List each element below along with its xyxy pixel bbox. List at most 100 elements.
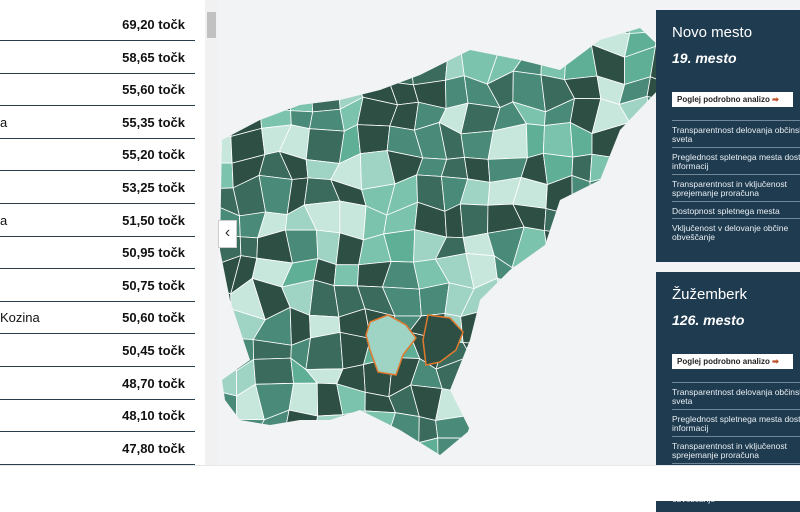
municipality[interactable] [445,46,465,81]
municipality[interactable] [543,230,569,268]
ranking-row[interactable]: 53,25 točk [0,171,195,204]
municipality[interactable] [363,441,399,465]
criterion-link[interactable]: Transparentnost in vključenost sprejeman… [672,436,800,460]
municipality[interactable] [541,410,573,451]
municipality[interactable] [388,50,414,86]
scroll-thumb[interactable] [207,12,216,38]
municipality[interactable] [511,410,546,450]
municipality[interactable] [282,409,319,445]
municipality[interactable] [252,438,284,465]
municipality[interactable] [218,49,240,76]
municipality[interactable] [622,155,653,177]
municipality[interactable] [619,253,656,284]
municipality[interactable] [493,435,523,465]
municipality[interactable] [218,31,238,57]
municipality[interactable] [593,0,631,34]
municipality[interactable] [364,410,396,444]
municipality[interactable] [589,445,621,465]
municipality[interactable] [218,438,242,465]
municipality[interactable] [492,0,520,32]
municipality[interactable] [495,411,523,438]
criterion-link[interactable]: Preglednost spletnega mesta dostop do in… [672,409,800,433]
municipality[interactable] [331,19,364,61]
municipality[interactable] [279,441,314,465]
municipality[interactable] [620,329,659,360]
municipality[interactable] [617,280,654,313]
analysis-button[interactable]: Poglej podrobno analizo ➡ [672,92,793,107]
municipality[interactable] [333,264,360,287]
ranking-row[interactable]: 48,70 točk [0,367,195,400]
municipality[interactable] [619,420,651,451]
municipality[interactable] [617,449,654,464]
municipality[interactable] [513,282,547,312]
municipality[interactable] [218,0,231,34]
municipality[interactable] [465,414,500,439]
municipality[interactable] [589,153,630,183]
municipality[interactable] [513,360,546,398]
municipality[interactable] [572,361,603,398]
ranking-row[interactable]: 50,75 točk [0,269,195,302]
municipality[interactable] [472,392,500,416]
municipality[interactable] [543,289,574,309]
municipality[interactable] [332,0,366,22]
municipality[interactable] [488,360,515,395]
municipality[interactable] [544,341,580,371]
municipality[interactable] [236,55,257,73]
municipality[interactable] [414,437,439,465]
municipality[interactable] [287,70,314,113]
back-button[interactable]: ‹ [218,220,237,248]
municipality[interactable] [278,0,317,29]
municipality[interactable] [459,26,498,56]
municipality[interactable] [312,414,344,443]
municipality[interactable] [492,25,524,59]
municipality[interactable] [460,130,494,160]
municipality[interactable] [525,123,545,159]
municipality[interactable] [541,363,575,398]
municipality[interactable] [470,355,500,395]
municipality[interactable] [571,174,592,216]
municipality[interactable] [572,341,603,365]
criterion-link[interactable]: Dostopnost spletnega mesta [672,201,800,216]
municipality[interactable] [385,442,420,465]
municipality[interactable] [569,306,597,345]
municipality[interactable] [595,340,629,363]
municipality[interactable] [307,434,335,465]
municipality[interactable] [616,173,653,206]
municipality[interactable] [459,203,489,239]
municipality[interactable] [570,414,599,447]
municipality[interactable] [382,25,420,58]
municipality[interactable] [239,236,259,259]
municipality[interactable] [332,434,369,465]
municipality[interactable] [616,201,650,236]
ranking-row[interactable]: 55,60 točk [0,73,195,107]
municipality[interactable] [218,162,234,190]
municipality[interactable] [312,22,333,61]
ranking-row[interactable]: a 55,35 točk [0,106,195,139]
municipality[interactable] [418,0,450,29]
municipality[interactable] [218,412,242,447]
municipality[interactable] [218,303,232,340]
municipality[interactable] [418,282,450,317]
ranking-row[interactable]: a 51,50 točk [0,204,195,237]
municipality[interactable] [566,20,595,46]
municipality[interactable] [593,306,629,345]
municipality[interactable] [277,49,314,73]
municipality[interactable] [382,0,420,29]
municipality[interactable] [254,69,292,112]
scrollbar[interactable] [205,0,218,465]
municipality[interactable] [443,0,467,26]
municipality[interactable] [542,0,576,22]
municipality[interactable] [511,436,543,465]
criterion-link[interactable]: Preglednost spletnega mesta dostop do in… [672,147,800,171]
municipality[interactable] [312,0,335,30]
municipality[interactable] [363,0,390,25]
criterion-link[interactable]: Transparentnost in vključenost sprejeman… [672,174,800,198]
municipality[interactable] [618,357,645,395]
municipality[interactable] [305,128,345,164]
municipality[interactable] [545,255,574,291]
highlight-region[interactable] [422,314,464,366]
municipality[interactable] [240,438,261,465]
municipality[interactable] [543,305,580,343]
municipality[interactable] [628,121,651,161]
municipality[interactable] [570,0,602,31]
